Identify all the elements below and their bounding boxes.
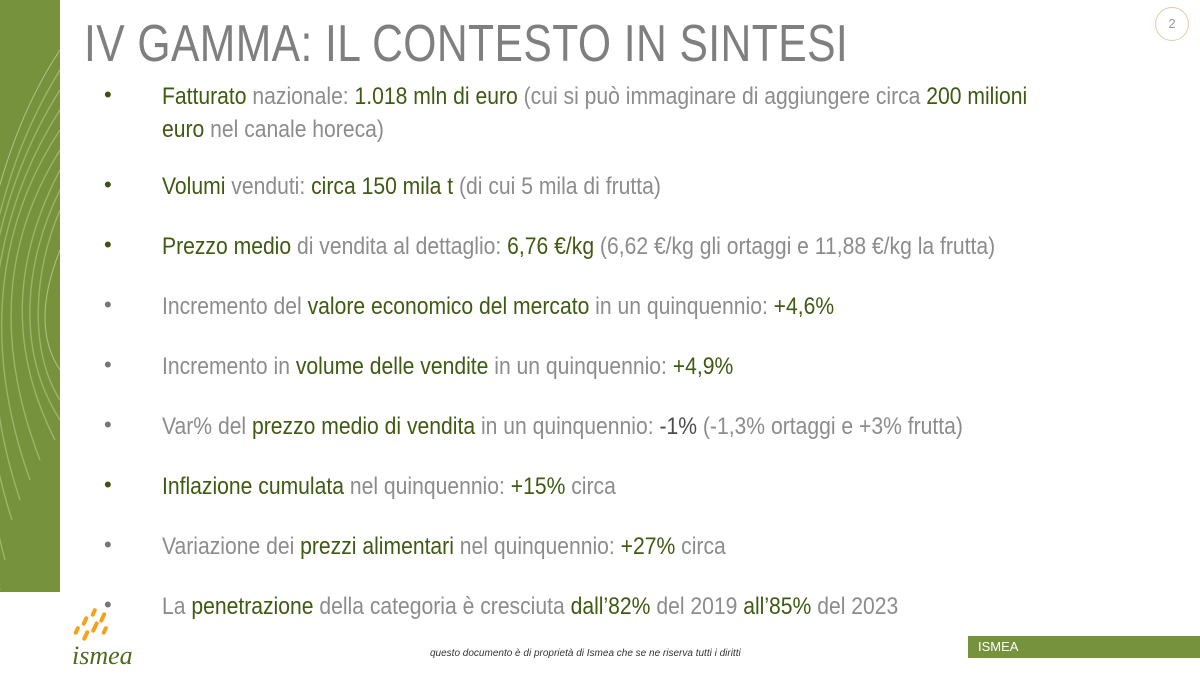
- item-highlight: Fatturato: [162, 83, 247, 110]
- item-highlight: penetrazione: [191, 593, 314, 620]
- item-text: Variazione dei: [162, 533, 301, 560]
- list-item: Inflazione cumulata nel quinquennio: +15…: [162, 470, 1033, 503]
- item-text: La: [162, 593, 192, 620]
- item-text: di vendita al dettaglio:: [291, 233, 508, 260]
- item-text: Incremento del: [162, 293, 308, 320]
- item-text: venduti:: [225, 173, 312, 200]
- item-highlight: prezzi alimentari: [300, 533, 454, 560]
- footer-brand-bar: ISMEA: [968, 636, 1200, 658]
- bullet-marker: •: [104, 592, 112, 617]
- side-decoration-band: [0, 0, 60, 592]
- item-text: del 2023: [811, 593, 899, 620]
- bullet-marker: •: [104, 232, 112, 257]
- item-text: in un quinquennio:: [589, 293, 774, 320]
- item-highlight: circa 150 mila t: [311, 173, 454, 200]
- bullet-marker: •: [104, 292, 112, 317]
- list-item: Var% del prezzo medio di vendita in un q…: [162, 410, 1033, 443]
- item-highlight: 200 milioni euro: [162, 83, 1028, 143]
- page-title: IV GAMMA: IL CONTESTO IN SINTESI: [84, 15, 849, 73]
- item-text: Incremento in: [162, 353, 296, 380]
- item-highlight: Inflazione cumulata: [162, 473, 344, 500]
- item-highlight: volume delle vendite: [295, 353, 489, 380]
- item-highlight: +4,9%: [672, 353, 734, 380]
- page-number-badge: 2: [1155, 7, 1189, 41]
- item-highlight: +4,6%: [773, 293, 835, 320]
- bullet-marker: •: [104, 412, 112, 437]
- ismea-logo: ismea: [72, 608, 133, 668]
- list-item: Variazione dei prezzi alimentari nel qui…: [162, 530, 1033, 563]
- footer-copyright-note: questo documento è di proprietà di Ismea…: [430, 648, 741, 659]
- item-highlight: Prezzo medio: [162, 233, 292, 260]
- item-text: in un quinquennio:: [475, 413, 660, 440]
- list-item: La penetrazione della categoria è cresci…: [162, 590, 1033, 623]
- list-item: Volumi venduti: circa 150 mila t (di cui…: [162, 170, 1033, 203]
- item-text: circa: [565, 473, 616, 500]
- item-text: Var% del: [162, 413, 253, 440]
- item-text: (di cui 5 mila di frutta): [453, 173, 661, 200]
- item-highlight: all’85%: [743, 593, 812, 620]
- item-text: (-1,3% ortaggi e +3% frutta): [697, 413, 963, 440]
- item-text: nazionale:: [246, 83, 355, 110]
- item-highlight: valore economico del mercato: [307, 293, 590, 320]
- bullet-marker: •: [104, 352, 112, 377]
- item-text: (6,62 €/kg gli ortaggi e 11,88 €/kg la f…: [594, 233, 996, 260]
- item-text: nel canale horeca): [204, 116, 384, 143]
- item-highlight: +15%: [510, 473, 566, 500]
- item-highlight: dall’82%: [570, 593, 651, 620]
- bullet-marker: •: [104, 472, 112, 497]
- item-text: circa: [675, 533, 726, 560]
- item-highlight: +27%: [620, 533, 676, 560]
- item-text: nel quinquennio:: [343, 473, 511, 500]
- item-highlight: 6,76 €/kg: [507, 233, 595, 260]
- svg-text:ismea: ismea: [72, 641, 133, 668]
- item-highlight: prezzo medio di vendita: [252, 413, 476, 440]
- item-highlight: -1%: [659, 413, 698, 440]
- list-item: Incremento in volume delle vendite in un…: [162, 350, 1033, 383]
- bullet-marker: •: [104, 172, 112, 197]
- bullet-marker: •: [104, 82, 112, 107]
- bullet-marker: •: [104, 532, 112, 557]
- item-text: del 2019: [650, 593, 744, 620]
- list-item: Incremento del valore economico del merc…: [162, 290, 1033, 323]
- swirl-lines-decoration: [0, 49, 60, 590]
- item-text: in un quinquennio:: [488, 353, 673, 380]
- list-item: Prezzo medio di vendita al dettaglio: 6,…: [162, 230, 1033, 263]
- item-highlight: 1.018 mln di euro: [354, 83, 518, 110]
- item-text: (cui si può immaginare di aggiungere cir…: [517, 83, 927, 110]
- item-text: della categoria è cresciuta: [313, 593, 571, 620]
- item-text: nel quinquennio:: [453, 533, 621, 560]
- list-item: Fatturato nazionale: 1.018 mln di euro (…: [162, 80, 1033, 146]
- item-highlight: Volumi: [162, 173, 226, 200]
